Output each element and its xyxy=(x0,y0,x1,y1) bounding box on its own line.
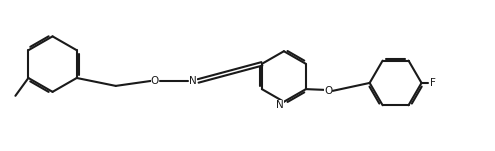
Text: O: O xyxy=(324,86,333,96)
Text: O: O xyxy=(150,76,159,86)
Text: N: N xyxy=(276,100,284,110)
Text: F: F xyxy=(431,78,437,88)
Text: N: N xyxy=(189,76,197,86)
